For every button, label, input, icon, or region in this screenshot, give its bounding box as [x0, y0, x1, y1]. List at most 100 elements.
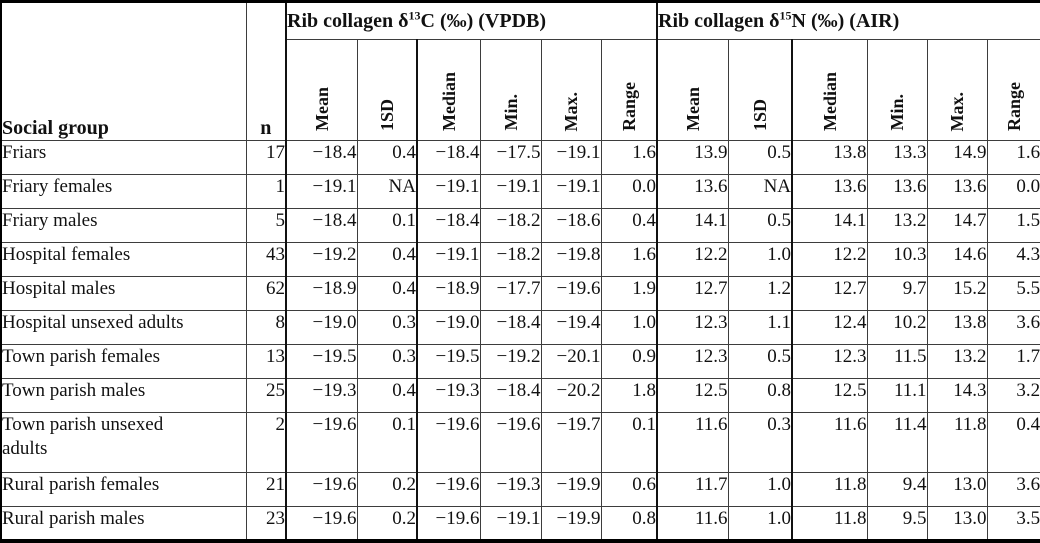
social-group-cell: Hospital males — [0, 276, 247, 311]
value-cell: −19.1 — [479, 174, 542, 209]
stat-header-row: Mean 1SD Median Min. Max. Range Mean 1SD… — [1, 39, 1040, 141]
table-row: Town parish males 25 −19.3 0.4 −19.3 −18.4 −20… — [0, 378, 1040, 413]
value-cell: −18.9 — [416, 276, 481, 311]
value-cell: −18.4 — [285, 140, 358, 175]
social-group-cell: Friary females — [0, 174, 247, 209]
table-row: Rural parish males 23 −19.6 0.2 −19.6 −19.1 −1… — [0, 506, 1040, 541]
value-cell: 12.2 — [656, 242, 729, 277]
value-cell: −18.9 — [285, 276, 358, 311]
d13c-title-prefix: Rib collagen δ — [287, 9, 409, 32]
value-cell: 0.5 — [727, 208, 793, 243]
table-row: Town parish females 13 −19.5 0.3 −19.5 −19.2−… — [0, 344, 1040, 379]
n-cell: 5 — [245, 208, 287, 243]
value-cell: 0.6 — [600, 472, 658, 507]
col-header-max-d15n: Max. — [926, 39, 988, 141]
value-cell: −19.6 — [479, 412, 542, 473]
d13c-title-suffix: C (‰) (VPDB) — [420, 9, 547, 32]
value-cell: 0.3 — [356, 310, 418, 345]
value-cell: 1.0 — [727, 472, 793, 507]
value-cell: −19.6 — [285, 412, 358, 473]
d15n-title-prefix: Rib collagen δ — [658, 9, 780, 32]
value-cell: 12.5 — [791, 378, 868, 413]
value-cell: −19.6 — [540, 276, 602, 311]
value-cell: 13.8 — [926, 310, 988, 345]
value-cell: 12.4 — [791, 310, 868, 345]
value-cell: 10.3 — [866, 242, 928, 277]
social-group-cell: Town parish unsexed adults — [0, 412, 247, 473]
social-group-cell: Town parish females — [0, 344, 247, 379]
social-group-cell: Friars — [0, 140, 247, 175]
value-cell: 1.5 — [986, 208, 1040, 243]
col-header-min-d15n: Min. — [866, 39, 928, 141]
value-cell: 11.7 — [656, 472, 729, 507]
value-cell: 15.2 — [926, 276, 988, 311]
rotated-label: 1SD — [376, 98, 397, 131]
n-cell: 21 — [245, 472, 287, 507]
social-group-cell: Rural parish males — [0, 506, 247, 541]
value-cell: −19.1 — [416, 174, 481, 209]
rotated-label: Max. — [561, 91, 581, 132]
value-cell: 0.5 — [727, 344, 793, 379]
social-group-cell: Hospital unsexed adults — [0, 310, 247, 345]
value-cell: 1.6 — [600, 242, 658, 277]
table-row: Hospital unsexed adults 8 −19.0 0.3 −19.0 −18… — [0, 310, 1040, 345]
col-header-median-d15n: Median — [791, 39, 868, 141]
n-cell: 13 — [245, 344, 287, 379]
rotated-label: Median — [438, 71, 459, 131]
value-cell: −19.6 — [416, 472, 481, 507]
group-header-row: Social group n Rib collagen δ13C (‰) (VP… — [0, 1, 1040, 141]
value-cell: −19.4 — [540, 310, 602, 345]
social-group-cell: Friary males — [0, 208, 247, 243]
value-cell: −17.7 — [479, 276, 542, 311]
value-cell: 11.5 — [866, 344, 928, 379]
value-cell: 0.1 — [356, 412, 418, 473]
col-header-1sd-d15n: 1SD — [727, 39, 793, 141]
table-row: Hospital males 62 −18.9 0.4 −18.9 −17.7 −19.6 1… — [0, 276, 1040, 311]
value-cell: −19.3 — [479, 472, 542, 507]
value-cell: 1.7 — [986, 344, 1040, 379]
value-cell: 0.4 — [356, 276, 418, 311]
value-cell: 3.5 — [986, 506, 1040, 541]
n-cell: 62 — [245, 276, 287, 311]
value-cell: −19.8 — [540, 242, 602, 277]
rotated-label: Range — [618, 82, 639, 131]
value-cell: −19.2 — [479, 344, 542, 379]
value-cell: 0.8 — [727, 378, 793, 413]
value-cell: −18.4 — [416, 208, 481, 243]
value-cell: 13.8 — [791, 140, 868, 175]
value-cell: 0.4 — [356, 378, 418, 413]
value-cell: 13.6 — [926, 174, 988, 209]
n-cell: 43 — [245, 242, 287, 277]
value-cell: 0.2 — [356, 472, 418, 507]
value-cell: 0.0 — [600, 174, 658, 209]
value-cell: 11.6 — [791, 412, 868, 473]
social-group-cell: Town parish males — [0, 378, 247, 413]
table-row: Hospital females 43 −19.2 0.4 −19.1 −18.2 −19.… — [0, 242, 1040, 277]
group-header-d13c: Rib collagen δ13C (‰) (VPDB) — [284, 1, 658, 40]
value-cell: 1.8 — [600, 378, 658, 413]
value-cell: 12.5 — [656, 378, 729, 413]
value-cell: 13.2 — [866, 208, 928, 243]
table-row: Friary males 5 −18.4 0.1 −18.4 −18.2 −18.6 0.4 1… — [0, 208, 1040, 243]
value-cell: 9.7 — [866, 276, 928, 311]
value-cell: 14.6 — [926, 242, 988, 277]
value-cell: −19.6 — [285, 472, 358, 507]
value-cell: 14.9 — [926, 140, 988, 175]
value-cell: 0.2 — [356, 506, 418, 541]
value-cell: −20.1 — [540, 344, 602, 379]
value-cell: 3.6 — [986, 472, 1040, 507]
value-cell: 0.3 — [356, 344, 418, 379]
group-header-d15n: Rib collagen δ15N (‰) (AIR) — [656, 1, 1040, 40]
value-cell: 1.6 — [986, 140, 1040, 175]
rotated-label: Min. — [500, 94, 521, 131]
value-cell: 3.6 — [986, 310, 1040, 345]
table-row: Friary females 1 −19.1 NA −19.1 −19.1 −19.1 0.0… — [0, 174, 1040, 209]
value-cell: −19.3 — [416, 378, 481, 413]
social-group-cell: Hospital females — [0, 242, 247, 277]
d15n-title-suffix: N (‰) (AIR) — [791, 9, 900, 32]
value-cell: 13.6 — [791, 174, 868, 209]
value-cell: 0.3 — [727, 412, 793, 473]
rotated-label: Min. — [887, 94, 908, 131]
value-cell: 13.0 — [926, 506, 988, 541]
value-cell: −19.5 — [416, 344, 481, 379]
